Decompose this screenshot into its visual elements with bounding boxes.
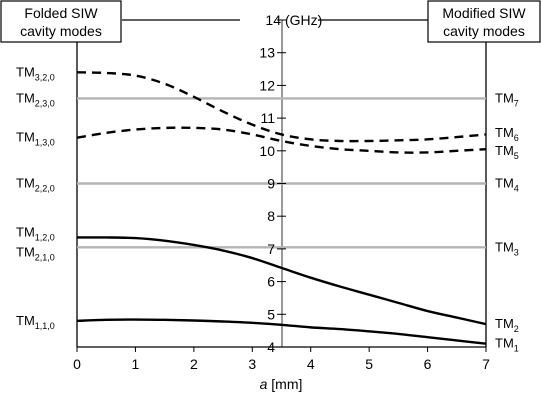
- right-header-line1: Modified SIW: [442, 5, 526, 21]
- y-tick-label: 12: [259, 77, 275, 93]
- y-tick-label: 8: [267, 208, 275, 224]
- series-lines: [76, 71, 487, 345]
- right-header-line2: cavity modes: [443, 23, 525, 39]
- right-header-box: [427, 0, 541, 43]
- left-mode-label: TM2,2,0: [16, 176, 55, 194]
- right-mode-label: TM3: [495, 239, 519, 257]
- y-tick-label: 13: [259, 45, 275, 61]
- left-mode-label: TM2,3,0: [16, 90, 55, 108]
- x-ticks: 0 1 2 3 4 5 6 7: [73, 347, 490, 372]
- left-header-line1: Folded SIW: [24, 5, 98, 21]
- y-tick-label: 6: [267, 274, 275, 290]
- left-mode-label: TM1,3,0: [16, 130, 55, 148]
- series-line-dashed: [76, 126, 487, 154]
- x-tick-label: 0: [73, 356, 81, 372]
- left-mode-label: TM2,1,0: [16, 244, 55, 262]
- y-tick-label: 14: [265, 12, 281, 28]
- y-tick-label: 4: [267, 339, 275, 355]
- x-tick-label: 5: [365, 356, 373, 372]
- right-mode-label: TM1: [495, 336, 519, 354]
- series-line-solid: [76, 318, 487, 345]
- series-line-solid: [76, 236, 487, 326]
- x-tick-label: 6: [424, 356, 432, 372]
- x-tick-label: 3: [248, 356, 256, 372]
- y-tick-label: 10: [259, 143, 275, 159]
- y-tick-label: 11: [260, 110, 275, 126]
- y-tick-label: 7: [267, 241, 275, 257]
- x-tick-label: 2: [190, 356, 198, 372]
- series-line-dashed: [76, 71, 487, 143]
- right-mode-label: TM2: [495, 316, 519, 334]
- left-mode-label: TM3,2,0: [16, 64, 55, 82]
- left-mode-label: TM1,2,0: [16, 224, 55, 242]
- left-mode-label: TM1,1,0: [16, 313, 55, 331]
- y-tick-label: 9: [267, 176, 275, 192]
- x-tick-label: 1: [132, 356, 140, 372]
- x-tick-label: 7: [482, 356, 490, 372]
- y-tick-label: 5: [267, 306, 275, 322]
- y-ticks: 4 5 6 7 8 9 10 11 12 13 14: [259, 12, 286, 355]
- center-axis-title: (GHz): [285, 12, 322, 28]
- x-tick-label: 4: [307, 356, 315, 372]
- left-header-line2: cavity modes: [20, 23, 102, 39]
- right-mode-label: TM4: [495, 176, 519, 194]
- right-mode-label: TM6: [495, 125, 519, 143]
- left-header-box: [0, 0, 122, 43]
- mode-labels: TM3,2,0 TM2,3,0 TM1,3,0 TM2,2,0 TM1,2,0 TM2,1…: [16, 64, 519, 353]
- right-mode-label: TM5: [495, 143, 519, 161]
- reference-lines: [77, 97, 486, 249]
- x-axis-title: a [mm]: [260, 376, 303, 392]
- right-mode-label: TM7: [495, 90, 519, 108]
